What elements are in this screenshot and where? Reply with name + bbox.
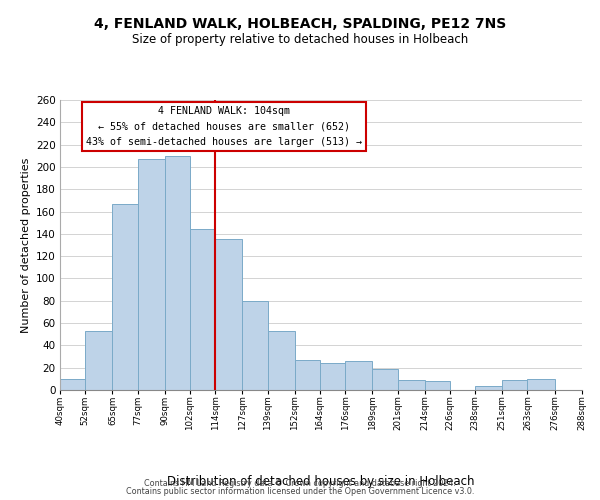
Bar (268, 331, 295, 390)
Bar (112, 204, 137, 390)
Bar (215, 240, 242, 390)
Bar (165, 156, 190, 390)
Text: 4 FENLAND WALK: 104sqm
← 55% of detached houses are smaller (652)
43% of semi-de: 4 FENLAND WALK: 104sqm ← 55% of detached… (86, 106, 362, 147)
Text: Contains public sector information licensed under the Open Government Licence v3: Contains public sector information licen… (126, 487, 474, 496)
X-axis label: Distribution of detached houses by size in Holbeach: Distribution of detached houses by size … (167, 475, 475, 488)
Bar (502, 380, 527, 390)
Bar (190, 230, 215, 390)
Bar (295, 360, 320, 390)
Bar (320, 363, 345, 390)
Bar (242, 301, 268, 390)
Text: Size of property relative to detached houses in Holbeach: Size of property relative to detached ho… (132, 32, 468, 46)
Bar (398, 380, 425, 390)
Bar (60, 379, 85, 390)
Bar (345, 361, 373, 390)
Bar (373, 369, 398, 390)
Y-axis label: Number of detached properties: Number of detached properties (20, 158, 31, 332)
Bar (425, 381, 450, 390)
Text: 4, FENLAND WALK, HOLBEACH, SPALDING, PE12 7NS: 4, FENLAND WALK, HOLBEACH, SPALDING, PE1… (94, 18, 506, 32)
Text: Contains HM Land Registry data © Crown copyright and database right 2024.: Contains HM Land Registry data © Crown c… (144, 478, 456, 488)
Bar (137, 159, 165, 390)
Bar (527, 379, 555, 390)
Bar (475, 386, 502, 390)
Bar (85, 331, 112, 390)
